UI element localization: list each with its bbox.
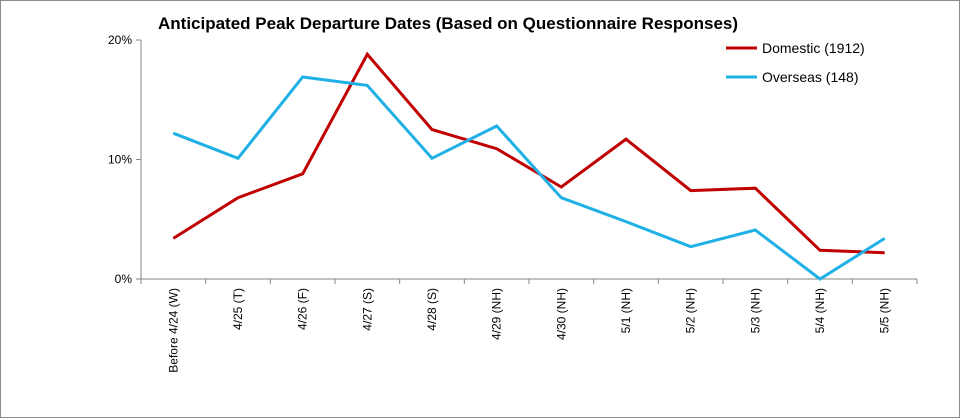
x-tick-label: 4/27 (S) xyxy=(360,288,374,331)
y-tick-label: 0% xyxy=(115,272,133,286)
x-tick-label: 5/1 (NH) xyxy=(619,288,633,333)
chart-title: Anticipated Peak Departure Dates (Based … xyxy=(158,14,738,33)
x-tick-label: 4/30 (NH) xyxy=(554,288,568,340)
legend: Domestic (1912) Overseas (148) xyxy=(726,40,865,85)
x-tick-label: 5/5 (NH) xyxy=(878,288,892,333)
series-line xyxy=(172,51,885,255)
x-tick-label: 4/28 (S) xyxy=(425,288,439,331)
x-tick-label: 5/3 (NH) xyxy=(748,288,762,333)
legend-label: Domestic (1912) xyxy=(762,40,865,56)
x-axis: Before 4/24 (W) 4/25 (T) 4/26 (F) 4/27 (S) 4… xyxy=(140,278,918,373)
x-tick-label: 5/4 (NH) xyxy=(813,288,827,333)
x-tick-label: 5/2 (NH) xyxy=(684,288,698,333)
x-tick-label: Before 4/24 (W) xyxy=(166,288,180,373)
y-tick-label: 10% xyxy=(108,153,132,167)
series-lines xyxy=(172,51,886,281)
x-tick-label: 4/29 (NH) xyxy=(490,288,504,340)
series-line xyxy=(172,75,886,281)
y-tick-label: 20% xyxy=(108,33,132,47)
y-axis: 0% 10% 20% xyxy=(108,33,142,286)
x-tick-label: 4/26 (F) xyxy=(296,288,310,330)
legend-label: Overseas (148) xyxy=(762,69,858,85)
x-tick-label: 4/25 (T) xyxy=(231,288,245,330)
